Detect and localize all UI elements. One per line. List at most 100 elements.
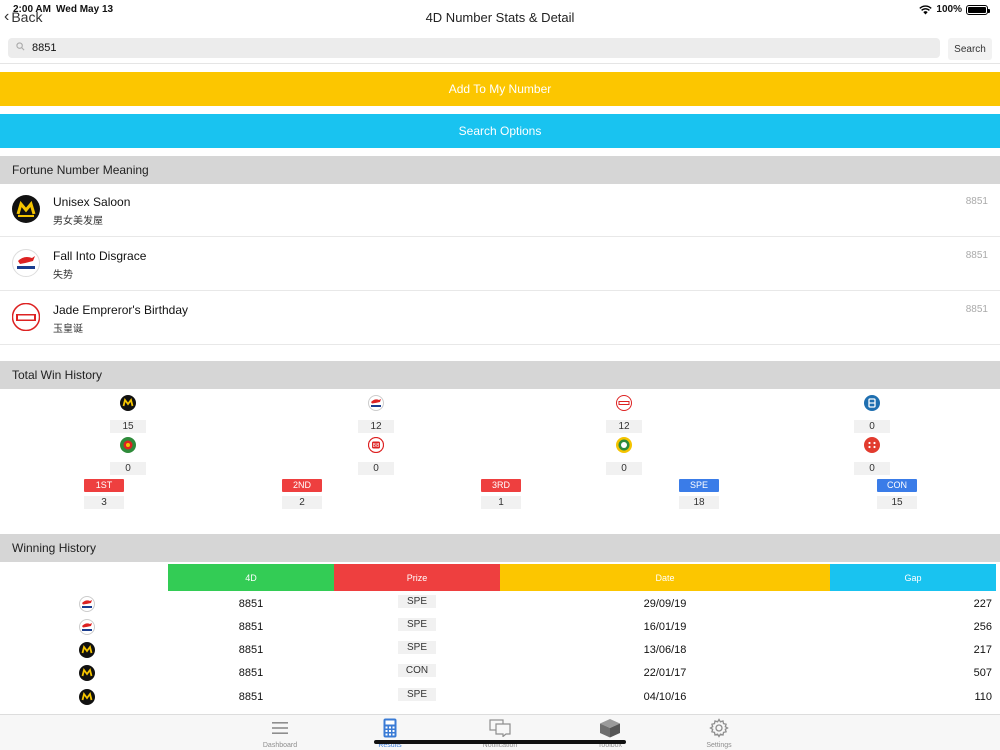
win-count-value: 0 — [606, 462, 642, 475]
meaning-section-header: Fortune Number Meaning — [0, 156, 1000, 184]
win-count-value: 12 — [358, 420, 394, 433]
svg-text:88: 88 — [373, 443, 380, 449]
cell-prize: CON — [398, 664, 436, 677]
tab-notification[interactable]: Notification — [465, 718, 535, 749]
search-input[interactable] — [32, 42, 912, 54]
column-header-4d[interactable]: 4D — [168, 564, 334, 591]
meaning-chinese: 失势 — [53, 270, 73, 281]
prize-tag: 1ST — [84, 479, 124, 492]
prize-count-value: 15 — [877, 496, 917, 509]
cell-prize: SPE — [398, 595, 436, 608]
win-count-sandakan: 88 0 — [356, 436, 396, 475]
win-count-value: 0 — [110, 462, 146, 475]
magnum-logo-icon — [120, 395, 136, 411]
win-count-value: 0 — [854, 462, 890, 475]
tab-label: Dashboard — [262, 742, 298, 749]
win-count-sabah: 0 — [108, 437, 148, 475]
magnum-logo-icon — [79, 642, 95, 658]
table-row[interactable]: 8851 SPE 29/09/19 227 — [0, 593, 1000, 616]
battery-icon — [966, 4, 990, 15]
magnum-logo-icon — [79, 665, 95, 681]
total-win-section-header: Total Win History — [0, 361, 1000, 389]
prize-count-1st: 1ST 3 — [84, 479, 124, 509]
gear-icon — [709, 718, 729, 738]
search-box — [8, 38, 940, 58]
meaning-row-damacai[interactable]: Fall Into Disgrace 失势 8851 — [0, 237, 1000, 291]
prize-count-value: 1 — [481, 496, 521, 509]
status-date: Wed May 13 — [56, 4, 114, 15]
tab-settings[interactable]: Settings — [684, 718, 754, 749]
win-count-damacai: 12 — [356, 395, 396, 433]
back-button[interactable]: ‹ Back — [4, 8, 42, 26]
prize-tag: 3RD — [481, 479, 521, 492]
table-row[interactable]: 8851 CON 22/01/17 507 — [0, 662, 1000, 685]
meaning-chinese: 玉皇诞 — [53, 324, 83, 335]
tab-dashboard[interactable]: Dashboard — [245, 718, 315, 749]
cell-4d: 8851 — [238, 691, 264, 703]
cell-gap: 217 — [973, 644, 992, 656]
cell-gap: 256 — [973, 621, 992, 633]
prize-count-3rd: 3RD 1 — [481, 479, 521, 509]
prize-count-value: 3 — [84, 496, 124, 509]
chat-icon — [489, 719, 511, 737]
search-button[interactable]: Search — [948, 38, 992, 60]
cell-prize: SPE — [398, 688, 436, 701]
table-row[interactable]: 8851 SPE 13/06/18 217 — [0, 639, 1000, 662]
meaning-number: 8851 — [965, 250, 988, 261]
search-options-button[interactable]: Search Options — [0, 114, 1000, 148]
win-count-magnum: 15 — [108, 395, 148, 433]
win-count-toto: 12 — [604, 395, 644, 433]
toto-logo-icon — [616, 395, 632, 411]
cell-gap: 507 — [973, 667, 992, 679]
wifi-icon — [919, 4, 933, 14]
cell-prize: SPE — [398, 618, 436, 631]
meaning-english: Fall Into Disgrace — [53, 249, 147, 263]
prize-count-value: 18 — [679, 496, 719, 509]
meaning-row-magnum[interactable]: Unisex Saloon 男女美发屋 8851 — [0, 183, 1000, 237]
tab-toolbox[interactable]: Toolbox — [575, 718, 645, 749]
column-header-date[interactable]: Date — [500, 564, 830, 591]
table-row[interactable]: 8851 SPE 16/01/19 256 — [0, 616, 1000, 639]
cell-date: 13/06/18 — [643, 644, 687, 656]
page-title: 4D Number Stats & Detail — [425, 10, 575, 25]
calculator-icon — [383, 718, 397, 738]
cashsweep-logo-icon — [616, 437, 632, 453]
cell-date: 22/01/17 — [643, 667, 687, 679]
cell-date: 29/09/19 — [643, 598, 687, 610]
tab-results[interactable]: Results — [355, 718, 425, 749]
tab-label: Results — [378, 742, 402, 749]
meaning-english: Jade Empreror's Birthday — [53, 303, 189, 317]
special-cashsweep-logo-icon — [864, 437, 880, 453]
tab-label: Notification — [482, 742, 518, 749]
tab-bar: Dashboard Results Notification Toolbox S… — [0, 714, 1000, 750]
win-count-value: 0 — [358, 462, 394, 475]
cell-prize: SPE — [398, 641, 436, 654]
status-bar: 2:00 AM Wed May 13 100% — [0, 0, 1000, 18]
table-row[interactable]: 8851 SPE 04/10/16 110 — [0, 686, 1000, 709]
cell-date: 04/10/16 — [643, 691, 687, 703]
column-header-prize[interactable]: Prize — [334, 564, 500, 591]
win-count-value: 12 — [606, 420, 642, 433]
sandakan-88-logo-icon: 88 — [367, 436, 385, 454]
prize-count-value: 2 — [282, 496, 322, 509]
cell-4d: 8851 — [238, 667, 264, 679]
win-count-cashsweep: 0 — [604, 437, 644, 475]
meaning-chinese: 男女美发屋 — [53, 216, 103, 227]
add-to-my-number-button[interactable]: Add To My Number — [0, 72, 1000, 106]
cell-date: 16/01/19 — [643, 621, 687, 633]
prize-count-2nd: 2ND 2 — [282, 479, 322, 509]
magnum-logo-icon — [12, 195, 40, 223]
status-right: 100% — [919, 4, 990, 15]
search-row: Search — [0, 34, 1000, 64]
tab-label: Settings — [706, 742, 732, 749]
nav-bar: ‹ Back 4D Number Stats & Detail — [0, 0, 1000, 34]
damacai-logo-icon — [12, 249, 40, 277]
win-count-value: 15 — [110, 420, 146, 433]
winning-history-section-header: Winning History — [0, 534, 1000, 562]
back-label: Back — [11, 9, 43, 25]
box-icon — [600, 719, 620, 738]
column-header-gap[interactable]: Gap — [830, 564, 996, 591]
cell-4d: 8851 — [238, 644, 264, 656]
battery-percent: 100% — [936, 4, 962, 15]
meaning-row-toto[interactable]: Jade Empreror's Birthday 玉皇诞 8851 — [0, 291, 1000, 345]
